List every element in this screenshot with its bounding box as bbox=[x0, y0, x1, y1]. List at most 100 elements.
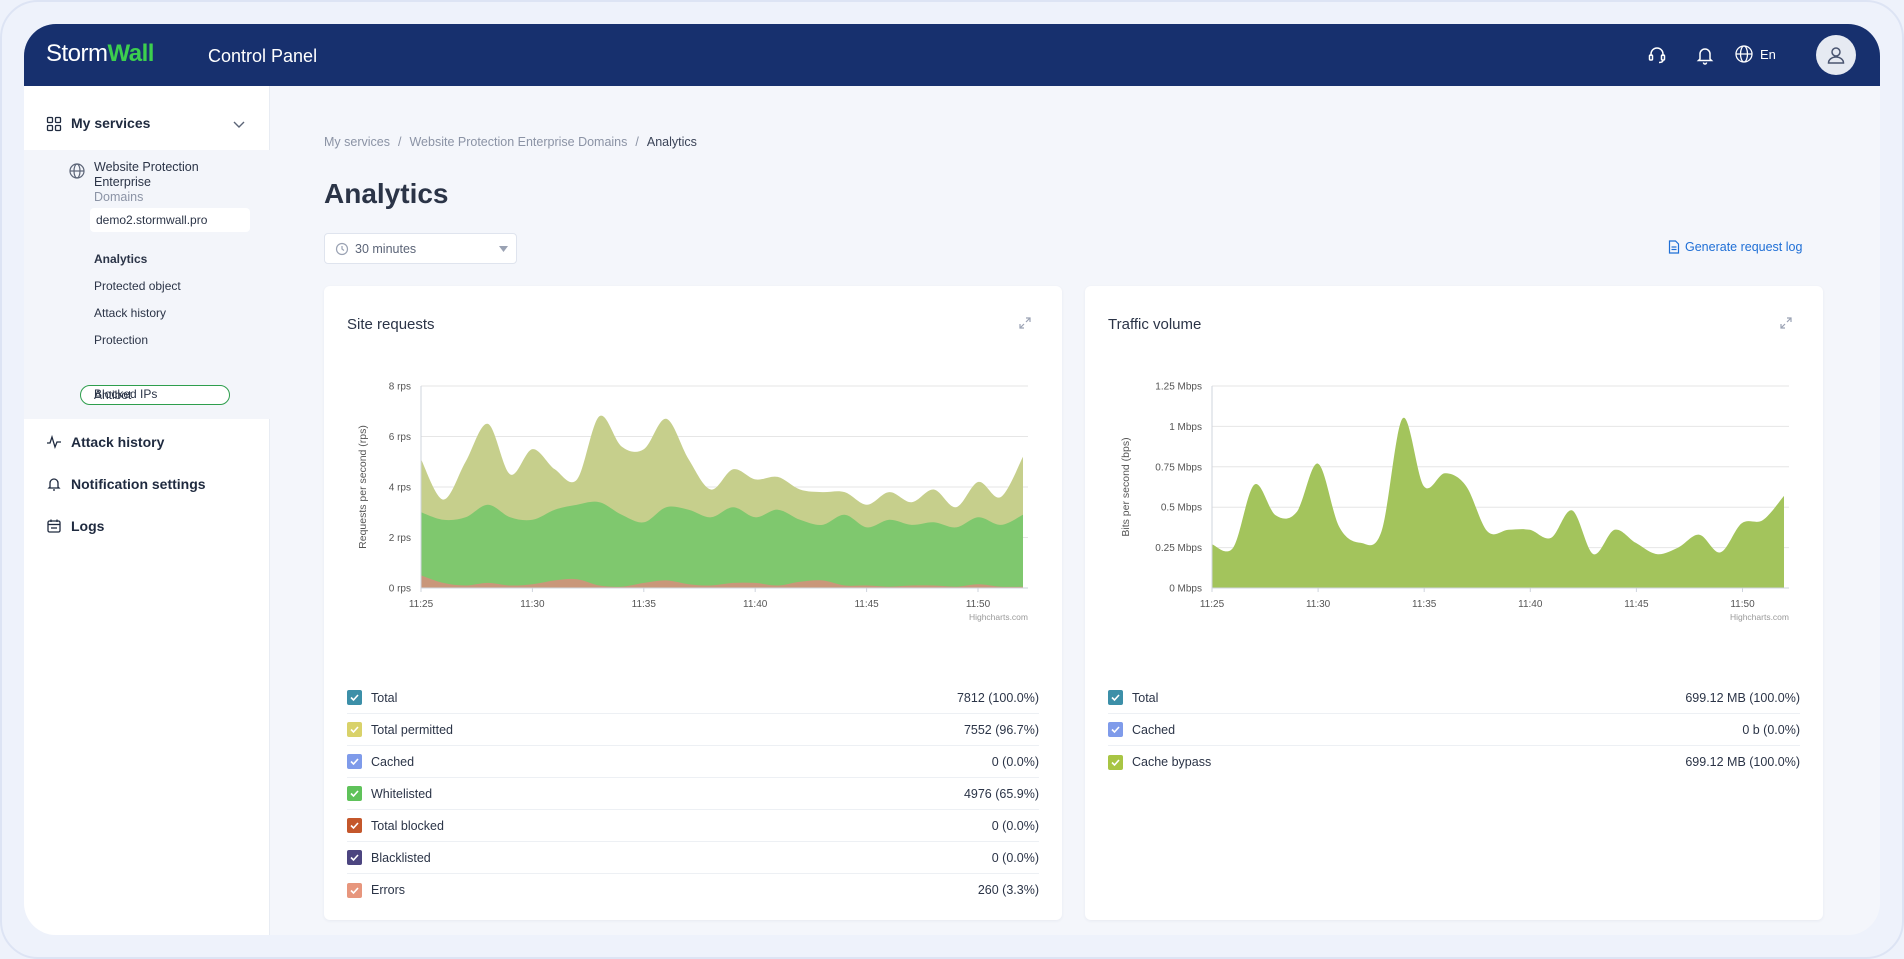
checkbox-checked-icon[interactable] bbox=[347, 722, 362, 737]
legend-row[interactable]: Total permitted 7552 (96.7%) bbox=[347, 714, 1039, 746]
legend-label: Total bbox=[1132, 690, 1159, 705]
legend-label: Cached bbox=[1132, 722, 1176, 737]
y-tick-label: 1.25 Mbps bbox=[1155, 382, 1202, 393]
sidebar-item-attack-history[interactable]: Attack history bbox=[94, 306, 167, 320]
y-tick-label: 0 rps bbox=[389, 584, 411, 595]
breadcrumb-separator: / bbox=[635, 135, 639, 149]
legend-label: Cached bbox=[371, 754, 415, 769]
domain-selector[interactable]: demo2.stormwall.pro bbox=[90, 208, 250, 232]
y-tick-label: 8 rps bbox=[389, 382, 411, 393]
time-range-value: 30 minutes bbox=[355, 241, 417, 256]
site-requests-card: Site requests 0 rps 2 rps 4 rps 6 rps 8 rps 1… bbox=[324, 286, 1062, 920]
checkbox-checked-icon[interactable] bbox=[347, 786, 362, 801]
x-tick-label: 11:45 bbox=[854, 599, 879, 610]
expand-icon[interactable] bbox=[1779, 316, 1793, 330]
sidebar-item-protected-object[interactable]: Protected object bbox=[94, 279, 181, 293]
checkbox-checked-icon[interactable] bbox=[347, 818, 362, 833]
legend-row[interactable]: Cached 0 b (0.0%) bbox=[1108, 714, 1800, 746]
nav-my-services-label: My services bbox=[71, 115, 151, 131]
support-headset-icon[interactable] bbox=[1646, 44, 1668, 66]
service-subtitle: Domains bbox=[94, 190, 144, 204]
chart-credit[interactable]: Highcharts.com bbox=[1730, 612, 1789, 622]
breadcrumb-service[interactable]: Website Protection Enterprise Domains bbox=[409, 135, 628, 149]
caret-down-icon bbox=[499, 246, 508, 252]
checkbox-checked-icon[interactable] bbox=[1108, 690, 1123, 705]
globe-icon bbox=[1735, 45, 1753, 63]
y-tick-label: 0.75 Mbps bbox=[1155, 462, 1202, 473]
nav-my-services[interactable]: My services bbox=[24, 104, 270, 144]
area-series[interactable] bbox=[1212, 417, 1784, 588]
breadcrumb-current: Analytics bbox=[646, 135, 697, 149]
traffic-volume-chart[interactable]: 0 Mbps 0.25 Mbps 0.5 Mbps 0.75 Mbps 1 Mbps 1.… bbox=[1085, 346, 1823, 646]
legend-row[interactable]: Total 699.12 MB (100.0%) bbox=[1108, 682, 1800, 714]
checkbox-checked-icon[interactable] bbox=[347, 690, 362, 705]
sidebar-item-blocked-ips[interactable]: Blocked IPs bbox=[94, 387, 158, 401]
legend-label: Total bbox=[371, 690, 398, 705]
nav-logs-label: Logs bbox=[71, 518, 105, 534]
breadcrumb-my-services[interactable]: My services bbox=[324, 135, 390, 149]
legend-row[interactable]: Cache bypass 699.12 MB (100.0%) bbox=[1108, 746, 1800, 778]
legend-row[interactable]: Whitelisted 4976 (65.9%) bbox=[347, 778, 1039, 810]
legend-row[interactable]: Cached 0 (0.0%) bbox=[347, 746, 1039, 778]
legend-row[interactable]: Errors 260 (3.3%) bbox=[347, 874, 1039, 906]
expand-icon[interactable] bbox=[1018, 316, 1032, 330]
nav-logs[interactable]: Logs bbox=[24, 511, 270, 541]
user-icon bbox=[1827, 47, 1845, 64]
legend-row[interactable]: Blacklisted 0 (0.0%) bbox=[347, 842, 1039, 874]
sidebar-item-analytics[interactable]: Analytics bbox=[94, 252, 148, 266]
generate-request-log-link[interactable]: Generate request log bbox=[1668, 240, 1802, 254]
service-name[interactable]: Website Protection Enterprise bbox=[94, 160, 199, 189]
legend-label: Cache bypass bbox=[1132, 755, 1212, 769]
legend-label: Total blocked bbox=[371, 818, 444, 833]
site-requests-title: Site requests bbox=[347, 316, 435, 333]
y-axis-title: Requests per second (rps) bbox=[357, 425, 369, 549]
services-subpanel: Website Protection Enterprise Domains de… bbox=[24, 150, 270, 419]
clock-icon bbox=[335, 242, 349, 255]
x-tick-label: 11:25 bbox=[409, 599, 434, 610]
y-tick-label: 4 rps bbox=[389, 483, 411, 494]
x-tick-label: 11:45 bbox=[1624, 599, 1649, 610]
legend-value: 0 (0.0%) bbox=[991, 850, 1039, 865]
chart-credit[interactable]: Highcharts.com bbox=[969, 612, 1028, 622]
sidebar-item-protection[interactable]: Protection bbox=[94, 333, 149, 347]
x-tick-label: 11:50 bbox=[1730, 599, 1755, 610]
legend-value: 4976 (65.9%) bbox=[963, 786, 1039, 801]
time-range-select[interactable]: 30 minutes bbox=[324, 233, 517, 264]
legend-value: 7812 (100.0%) bbox=[956, 690, 1039, 705]
area-series[interactable] bbox=[421, 575, 1023, 588]
area-series[interactable] bbox=[421, 501, 1023, 588]
notifications-bell-icon[interactable] bbox=[1694, 44, 1716, 66]
legend-value: 699.12 MB (100.0%) bbox=[1685, 690, 1800, 705]
sidebar-item-antibot[interactable]: Antibot bbox=[80, 385, 230, 405]
checkbox-checked-icon[interactable] bbox=[347, 850, 362, 865]
grid-icon bbox=[46, 116, 62, 132]
checkbox-checked-icon[interactable] bbox=[1108, 722, 1123, 737]
y-tick-label: 1 Mbps bbox=[1169, 422, 1202, 433]
top-header: StormWall Control Panel En bbox=[24, 24, 1880, 86]
site-requests-chart[interactable]: 0 rps 2 rps 4 rps 6 rps 8 rps 11:25 11:30 11:35… bbox=[324, 346, 1062, 646]
traffic-volume-card: Traffic volume 0 Mbps 0.25 Mbps 0.5 Mbps 0.… bbox=[1085, 286, 1823, 920]
chevron-down-icon[interactable] bbox=[232, 117, 246, 131]
checkbox-checked-icon[interactable] bbox=[1108, 754, 1123, 770]
checkbox-checked-icon[interactable] bbox=[347, 882, 362, 898]
brand-logo[interactable]: StormWall bbox=[46, 40, 154, 68]
app-title: Control Panel bbox=[208, 46, 318, 66]
legend-row[interactable]: Total 7812 (100.0%) bbox=[347, 682, 1039, 714]
user-avatar[interactable] bbox=[1816, 35, 1856, 75]
x-tick-label: 11:30 bbox=[1306, 599, 1331, 610]
nav-attack-history[interactable]: Attack history bbox=[24, 427, 270, 457]
breadcrumb-separator: / bbox=[397, 135, 402, 149]
traffic-volume-title: Traffic volume bbox=[1108, 316, 1202, 333]
x-tick-label: 11:40 bbox=[1518, 599, 1543, 610]
nav-attack-history-label: Attack history bbox=[71, 434, 165, 450]
app-window: StormWall Control Panel En bbox=[24, 24, 1880, 935]
document-icon bbox=[1668, 240, 1680, 254]
nav-notification-settings[interactable]: Notification settings bbox=[24, 469, 270, 499]
legend-row[interactable]: Total blocked 0 (0.0%) bbox=[347, 810, 1039, 842]
x-tick-label: 11:35 bbox=[632, 599, 657, 610]
checkbox-checked-icon[interactable] bbox=[347, 754, 362, 769]
language-selector[interactable]: En bbox=[1734, 44, 1776, 64]
calendar-log-icon bbox=[47, 519, 61, 533]
traffic-volume-legend: Total 699.12 MB (100.0%) Cached 0 b (0.0%) C… bbox=[1108, 682, 1800, 778]
page-title: Analytics bbox=[324, 178, 449, 209]
